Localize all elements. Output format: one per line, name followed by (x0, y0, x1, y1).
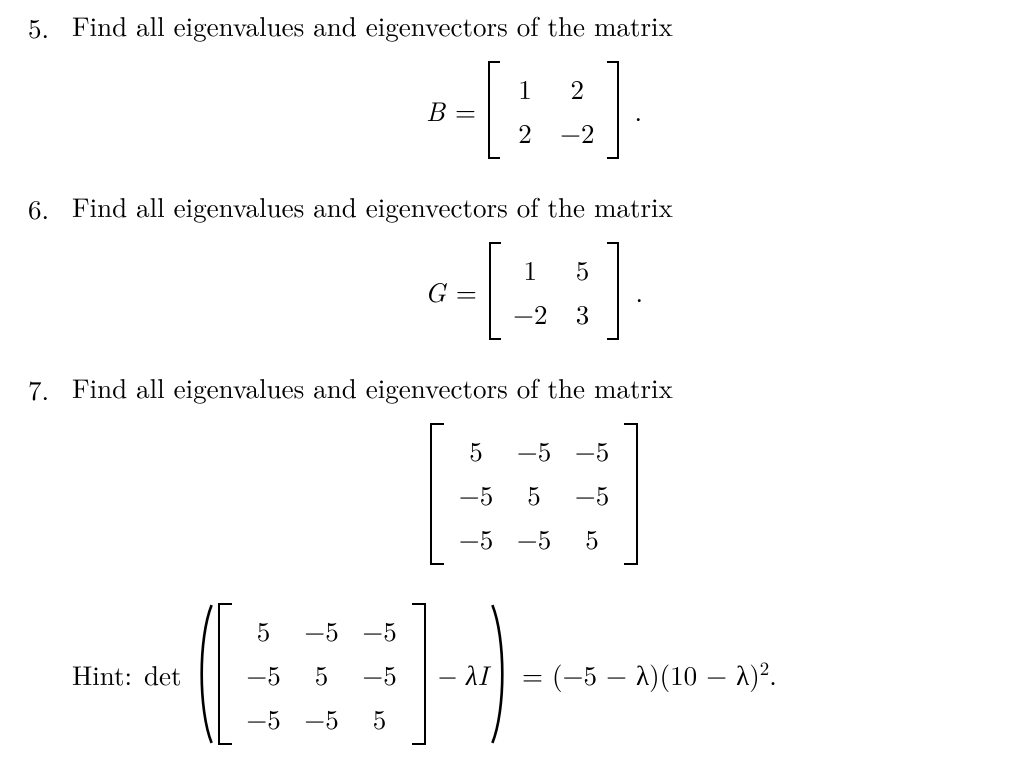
matrix-cell: −5 (246, 655, 282, 693)
rhs-exponent: 2 (760, 655, 769, 681)
hint-rhs: = (−5 − λ)(10 − λ)2. (522, 655, 777, 693)
right-bracket-icon (622, 423, 640, 565)
left-bracket-icon (486, 61, 502, 159)
matrix-cell: −5 (304, 611, 340, 649)
matrix-cell: −5 (246, 699, 282, 737)
problem-number: 7. (28, 370, 49, 408)
lambda-I-term: − λI (436, 655, 489, 693)
matrix-G: 1 5 −2 3 (487, 242, 622, 340)
problem-statement: Find all eigenvalues and eigenvectors of… (72, 370, 996, 405)
matrix-cell: 5 (246, 611, 282, 649)
left-bracket-icon (216, 603, 234, 745)
matrix-cell: −5 (516, 431, 552, 469)
det-argument: 5 −5 −5 −5 5 −5 −5 −5 5 − λI (194, 603, 511, 745)
matrix-cell: 5 (516, 475, 552, 513)
matrix-B: 1 2 2 −2 (486, 61, 621, 159)
right-paren-icon (488, 603, 510, 745)
matrix-cell: 1 (513, 250, 548, 288)
hint-label: Hint: (72, 655, 132, 693)
matrix-cell: −5 (516, 519, 552, 557)
left-bracket-icon (428, 423, 446, 565)
equation-period: . (635, 91, 643, 129)
matrix-cell: 5 (574, 519, 610, 557)
problem-7: 7. Find all eigenvalues and eigenvectors… (72, 370, 996, 745)
problem-7-hint: Hint: det 5 −5 −5 −5 5 −5 (72, 603, 996, 745)
matrix-cell: 5 (362, 699, 398, 737)
problem-number: 6. (28, 189, 49, 227)
problem-6: 6. Find all eigenvalues and eigenvectors… (72, 189, 996, 340)
matrix-cell: −2 (560, 113, 595, 151)
hint-matrix-3x3: 5 −5 −5 −5 5 −5 −5 −5 5 (216, 603, 428, 745)
equals-sign: = (455, 91, 476, 129)
matrix-cell: 2 (512, 113, 538, 151)
left-bracket-icon (487, 242, 503, 340)
right-bracket-icon (605, 242, 621, 340)
rhs-text: = (−5 − λ)(10 − λ) (522, 655, 760, 693)
problem-5-equation: B = 1 2 2 −2 . (72, 61, 996, 159)
matrix-cell: −5 (458, 475, 494, 513)
left-paren-icon (194, 603, 216, 745)
matrix-3x3: 5 −5 −5 −5 5 −5 −5 −5 5 (428, 423, 640, 565)
matrix-cell: −5 (574, 431, 610, 469)
matrix-cell: −5 (574, 475, 610, 513)
equals-sign: = (456, 272, 477, 310)
matrix-name: G (425, 272, 446, 310)
problem-statement: Find all eigenvalues and eigenvectors of… (72, 8, 996, 43)
matrix-cell: 2 (560, 69, 595, 107)
rhs-period: . (769, 655, 777, 693)
matrix-cell: −5 (362, 655, 398, 693)
problem-7-matrix: 5 −5 −5 −5 5 −5 −5 −5 5 (72, 423, 996, 573)
det-label: det (144, 655, 182, 693)
matrix-cell: −2 (513, 294, 548, 332)
matrix-cell: 5 (304, 655, 340, 693)
matrix-cell: −5 (458, 519, 494, 557)
problem-6-equation: G = 1 5 −2 3 . (72, 242, 996, 340)
matrix-cell: 5 (569, 250, 595, 288)
equation-period: . (635, 272, 643, 310)
matrix-name: B (426, 91, 445, 129)
right-bracket-icon (410, 603, 428, 745)
matrix-cell: 5 (458, 431, 494, 469)
problem-number: 5. (28, 8, 49, 46)
matrix-cell: 1 (512, 69, 538, 107)
matrix-cell: −5 (304, 699, 340, 737)
problem-5: 5. Find all eigenvalues and eigenvectors… (72, 8, 996, 159)
matrix-cell: −5 (362, 611, 398, 649)
right-bracket-icon (605, 61, 621, 159)
problem-statement: Find all eigenvalues and eigenvectors of… (72, 189, 996, 224)
matrix-cell: 3 (569, 294, 595, 332)
